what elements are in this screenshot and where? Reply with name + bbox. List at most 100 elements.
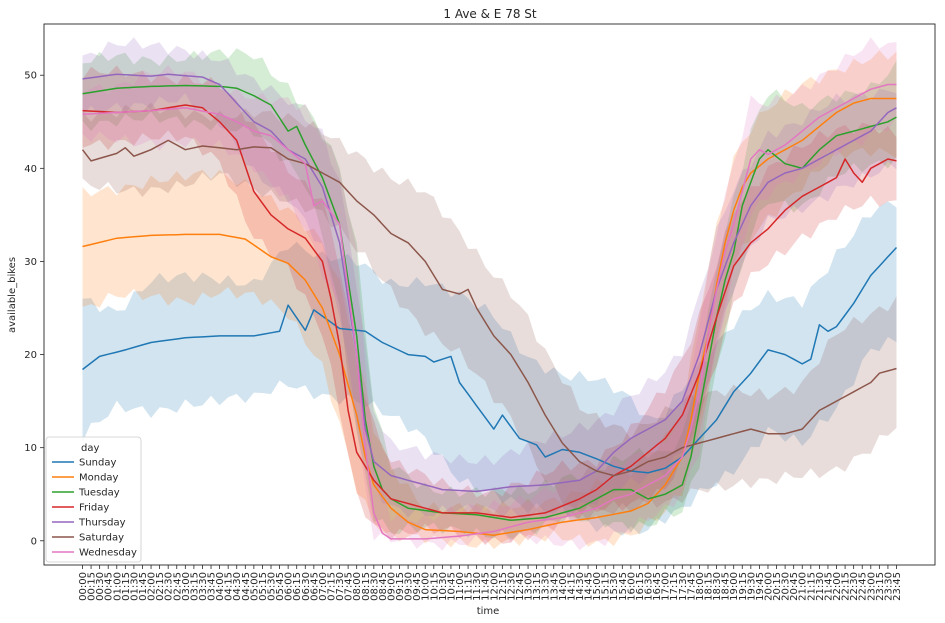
x-tick-label: 17:00 (661, 572, 672, 601)
x-axis-label: time (477, 606, 500, 617)
x-tick-label: 21:00 (798, 572, 809, 601)
x-tick-label: 03:00 (181, 572, 192, 601)
x-tick-label: 08:00 (352, 572, 363, 601)
x-tick-label: 18:45 (721, 572, 732, 601)
x-tick-label: 14:30 (575, 572, 586, 601)
x-tick-label: 21:45 (824, 572, 835, 601)
x-tick-label: 12:30 (506, 572, 517, 601)
x-tick-label: 04:00 (215, 572, 226, 601)
x-tick-label: 12:00 (489, 572, 500, 601)
x-tick-label: 10:30 (438, 572, 449, 601)
chart-title: 1 Ave & E 78 St (443, 7, 537, 21)
band-saturday (82, 102, 897, 521)
x-tick-label: 23:00 (866, 572, 877, 601)
x-tick-label: 07:15 (327, 572, 338, 601)
x-tick-label: 01:00 (112, 572, 123, 601)
x-tick-label: 02:15 (155, 572, 166, 601)
legend-label-friday: Friday (79, 503, 109, 514)
x-tick-label: 00:00 (78, 572, 89, 601)
x-tick-label: 07:30 (335, 572, 346, 601)
x-tick-label: 07:00 (318, 572, 329, 601)
x-tick-label: 00:15 (87, 572, 98, 601)
x-tick-label: 14:00 (558, 572, 569, 601)
legend-title: day (81, 443, 99, 454)
x-tick-label: 22:00 (832, 572, 843, 601)
x-tick-label: 10:45 (446, 572, 457, 601)
x-tick-label: 11:00 (455, 572, 466, 601)
x-tick-label: 14:45 (584, 572, 595, 601)
x-tick-label: 23:30 (883, 572, 894, 601)
x-tick-label: 07:45 (344, 572, 355, 601)
x-tick-label: 20:30 (781, 572, 792, 601)
x-tick-label: 19:00 (729, 572, 740, 601)
legend-label-monday: Monday (79, 473, 119, 484)
x-tick-label: 04:30 (232, 572, 243, 601)
x-tick-label: 22:15 (841, 572, 852, 601)
line-tuesday (82, 84, 897, 522)
x-tick-label: 06:15 (292, 572, 303, 601)
x-tick-label: 22:30 (849, 572, 860, 601)
x-tick-label: 09:15 (395, 572, 406, 601)
x-tick-label: 02:00 (147, 572, 158, 601)
y-tick-label: 30 (24, 257, 37, 268)
x-tick-label: 01:15 (121, 572, 132, 601)
x-tick-label: 00:45 (104, 572, 115, 601)
x-tick-label: 13:30 (541, 572, 552, 601)
x-tick-label: 12:45 (515, 572, 526, 601)
x-tick-label: 06:45 (309, 572, 320, 601)
x-axis: 00:0000:1500:3000:4501:0001:1501:3001:45… (78, 565, 903, 601)
x-tick-label: 02:45 (172, 572, 183, 601)
x-tick-label: 21:30 (815, 572, 826, 601)
x-tick-label: 05:15 (258, 572, 269, 601)
band-sunday (82, 201, 897, 536)
x-tick-label: 05:45 (275, 572, 286, 601)
line-monday (82, 97, 897, 536)
y-tick-label: 0 (31, 536, 37, 547)
x-tick-label: 12:15 (498, 572, 509, 601)
x-tick-label: 13:45 (549, 572, 560, 601)
x-tick-label: 01:30 (129, 572, 140, 601)
x-tick-label: 10:15 (429, 572, 440, 601)
legend-label-sunday: Sunday (79, 458, 116, 469)
band-monday (82, 50, 897, 550)
x-tick-label: 09:00 (387, 572, 398, 601)
x-tick-label: 03:45 (207, 572, 218, 601)
x-tick-label: 19:15 (738, 572, 749, 601)
chart-legend: day Sunday Monday Tuesday Friday Thursday Sat… (45, 436, 142, 563)
x-tick-label: 16:00 (626, 572, 637, 601)
y-tick-label: 40 (24, 164, 37, 175)
series-lines (81, 73, 898, 540)
x-tick-label: 22:45 (858, 572, 869, 601)
line-saturday (81, 139, 897, 477)
x-tick-label: 16:30 (644, 572, 655, 601)
x-tick-label: 15:30 (609, 572, 620, 601)
x-tick-label: 11:30 (472, 572, 483, 601)
x-tick-label: 16:45 (652, 572, 663, 601)
line-sunday (82, 246, 898, 474)
x-tick-label: 06:30 (301, 572, 312, 601)
x-tick-label: 06:00 (284, 572, 295, 601)
legend-label-tuesday: Tuesday (78, 488, 120, 499)
x-tick-label: 08:15 (361, 572, 372, 601)
x-tick-label: 21:15 (806, 572, 817, 601)
x-tick-label: 00:30 (95, 572, 106, 601)
line-friday (82, 104, 897, 519)
x-tick-label: 04:45 (241, 572, 252, 601)
x-tick-label: 15:15 (601, 572, 612, 601)
x-tick-label: 09:30 (404, 572, 415, 601)
confidence-bands (82, 37, 897, 551)
x-tick-label: 10:00 (421, 572, 432, 601)
x-tick-label: 08:45 (378, 572, 389, 601)
legend-label-wednesday: Wednesday (79, 548, 137, 559)
x-tick-label: 15:45 (618, 572, 629, 601)
x-tick-label: 13:15 (532, 572, 543, 601)
y-tick-label: 50 (24, 71, 37, 82)
x-tick-label: 20:00 (764, 572, 775, 601)
x-tick-label: 09:45 (412, 572, 423, 601)
x-tick-label: 08:30 (369, 572, 380, 601)
y-tick-label: 20 (24, 350, 37, 361)
x-tick-label: 05:00 (249, 572, 260, 601)
x-tick-label: 04:15 (224, 572, 235, 601)
x-tick-label: 20:45 (789, 572, 800, 601)
